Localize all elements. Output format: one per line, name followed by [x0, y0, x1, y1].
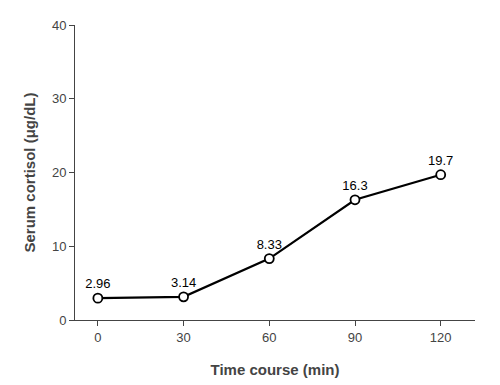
svg-text:0: 0	[59, 313, 66, 328]
svg-text:30: 30	[176, 330, 190, 345]
svg-text:19.7: 19.7	[428, 153, 453, 168]
svg-text:Serum cortisol (μg/dL): Serum cortisol (μg/dL)	[21, 92, 38, 252]
svg-text:40: 40	[52, 18, 66, 33]
svg-text:20: 20	[52, 165, 66, 180]
svg-text:30: 30	[52, 91, 66, 106]
svg-text:10: 10	[52, 239, 66, 254]
svg-text:16.3: 16.3	[342, 178, 367, 193]
svg-text:0: 0	[94, 330, 101, 345]
svg-text:3.14: 3.14	[171, 275, 196, 290]
svg-text:60: 60	[262, 330, 276, 345]
svg-text:8.33: 8.33	[257, 237, 282, 252]
svg-text:Time course (min): Time course (min)	[211, 361, 340, 378]
svg-text:120: 120	[430, 330, 452, 345]
svg-text:2.96: 2.96	[85, 276, 110, 291]
svg-text:90: 90	[348, 330, 362, 345]
